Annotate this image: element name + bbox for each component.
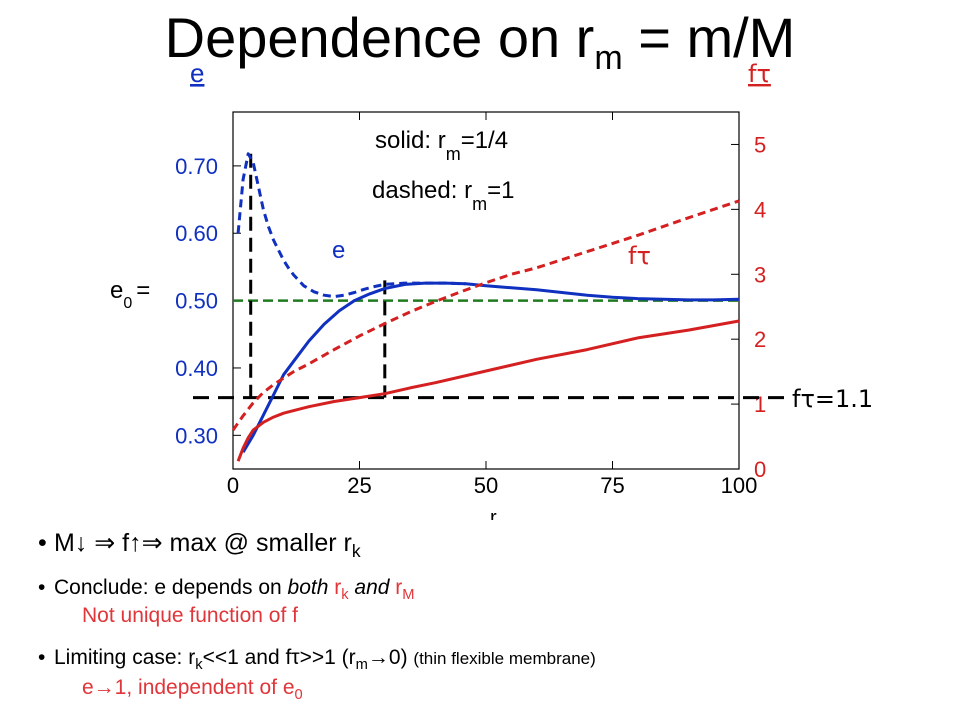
ftau-solid-curve bbox=[236, 319, 740, 462]
right-y-tick-label: 3 bbox=[754, 262, 766, 287]
bullet-2: • Conclude: e depends on both rk and rM bbox=[38, 576, 415, 604]
e-dashed-curve bbox=[236, 152, 466, 299]
left-y-tick-label: 0.60 bbox=[175, 221, 218, 246]
left-y-tick-label: 0.50 bbox=[175, 289, 218, 314]
legend-dashed: dashed: rm=1 bbox=[372, 177, 514, 214]
x-tick-label: 100 bbox=[721, 473, 758, 498]
bullet-2-note: Not unique function of f bbox=[82, 604, 298, 627]
right-y-tick-label: 2 bbox=[754, 327, 766, 352]
curve-label-e: e bbox=[332, 237, 345, 264]
ftau-reference-label: fτ=1.1 bbox=[792, 385, 873, 413]
x-tick-label: 0 bbox=[227, 473, 239, 498]
e0-label: e0 = bbox=[110, 277, 150, 312]
right-y-tick-label: 4 bbox=[754, 197, 766, 222]
left-axis-title: e bbox=[190, 58, 204, 88]
left-y-tick-label: 0.40 bbox=[175, 356, 218, 381]
plot-frame bbox=[232, 111, 740, 470]
bullet-1: • M↓ ⇒ f↑⇒ max @ smaller rk bbox=[38, 529, 361, 561]
x-tick-label: 75 bbox=[600, 473, 624, 498]
right-y-tick-label: 0 bbox=[754, 457, 766, 482]
e-solid-curve bbox=[241, 281, 740, 453]
x-axis-label: rk bbox=[490, 507, 504, 520]
right-y-tick-label: 1 bbox=[754, 392, 766, 417]
x-tick-label: 50 bbox=[474, 473, 498, 498]
bullet-3-note: e→1, independent of e0 bbox=[82, 676, 303, 704]
page-title: Dependence on rm = m/M bbox=[164, 6, 796, 78]
right-y-tick-label: 5 bbox=[754, 132, 766, 157]
chart: 0 25 50 75 100 0.30 0.40 0.50 0.60 0.70 0 1 2 3 4 5 e f… bbox=[110, 58, 873, 520]
left-y-tick-label: 0.30 bbox=[175, 423, 218, 448]
right-axis-title: fτ bbox=[748, 60, 771, 88]
bullet-3: • Limiting case: rk<<1 and fτ>>1 (rm→0) (… bbox=[38, 646, 596, 674]
x-tick-label: 25 bbox=[347, 473, 371, 498]
curve-label-ftau: fτ bbox=[628, 242, 651, 270]
axis-ticks: 0 25 50 75 100 0.30 0.40 0.50 0.60 0.70 0 1 2 3 4 5 bbox=[175, 112, 766, 498]
ftau-dashed-curve bbox=[231, 199, 740, 431]
series-layer bbox=[193, 152, 785, 462]
left-y-tick-label: 0.70 bbox=[175, 154, 218, 179]
legend-solid: solid: rm=1/4 bbox=[375, 127, 508, 164]
